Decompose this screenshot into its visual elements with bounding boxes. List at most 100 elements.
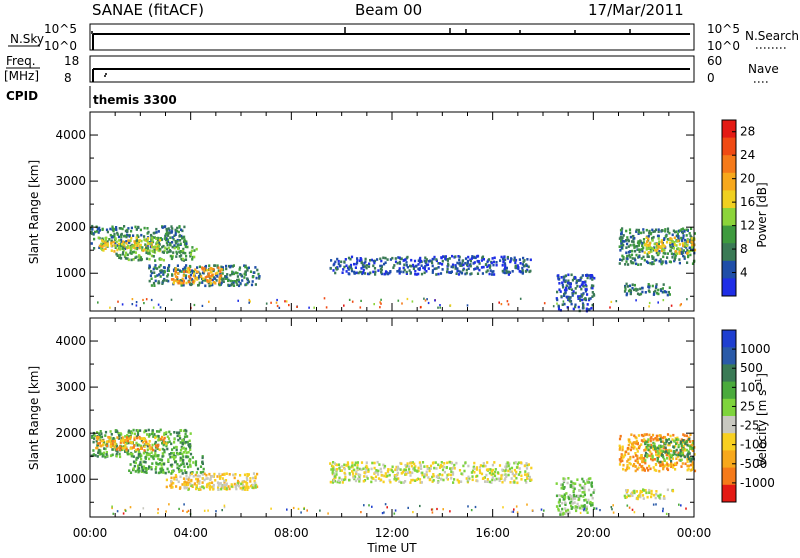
velocity-cell [673, 449, 676, 453]
power-cell [654, 228, 658, 232]
power-cell [151, 246, 155, 249]
power-cell [189, 251, 192, 255]
power-cell [364, 257, 367, 261]
velocity-cell [184, 447, 188, 451]
velocity-cell [494, 468, 497, 471]
velocity-cell [686, 468, 689, 472]
power-cell [116, 244, 119, 247]
velocity-cell [687, 444, 690, 448]
power-cell [677, 237, 680, 241]
velocity-cell [132, 428, 135, 432]
velocity-cell [638, 444, 641, 448]
power-cell [169, 254, 172, 258]
power-cell [372, 264, 375, 268]
power-cell [132, 244, 135, 247]
power-cell [459, 264, 462, 267]
velocity-cell [591, 502, 594, 505]
power-cell [155, 231, 158, 234]
power-cell [648, 232, 651, 235]
power-cell [184, 269, 187, 272]
velocity-cell [131, 431, 134, 435]
power-cell [430, 260, 433, 263]
velocity-cell [148, 452, 151, 456]
velocity-cell [515, 466, 519, 469]
velocity-cell [236, 482, 239, 485]
velocity-cell [228, 487, 231, 491]
power-cell [493, 256, 496, 260]
velocity-cell [173, 441, 176, 444]
velocity-cell [679, 440, 682, 444]
power-cell [231, 265, 234, 268]
velocity-cell [574, 494, 577, 498]
velocity-cell [175, 475, 178, 478]
power-cell [412, 267, 415, 271]
velocity-cell [689, 463, 693, 467]
power-cell [178, 280, 181, 283]
velocity-cell [205, 473, 208, 477]
velocity-cell [580, 504, 583, 508]
power-cell [104, 236, 107, 240]
power-cell [157, 236, 160, 240]
velocity-cell [376, 460, 379, 464]
power-cell [505, 269, 508, 272]
velocity-cell [515, 505, 518, 508]
velocity-cell [437, 463, 440, 467]
nave-label: Nave [748, 62, 779, 76]
power-cell [156, 243, 159, 247]
velocity-cell [490, 473, 493, 476]
power-cell [556, 302, 558, 305]
power-cell [579, 279, 582, 282]
power-cell [114, 244, 117, 248]
power-cell [130, 229, 133, 233]
power-cell [633, 246, 636, 249]
power-cell [679, 229, 682, 232]
velocity-cell [659, 437, 662, 441]
power-cell [660, 240, 663, 244]
power-cell [457, 269, 460, 273]
velocity-cell [150, 446, 153, 449]
power-cell [168, 231, 171, 235]
power-cell [447, 264, 450, 267]
velocity-cell [150, 466, 153, 469]
power-cell [622, 234, 625, 237]
power-cell [505, 266, 508, 270]
power-cell [167, 227, 170, 230]
freq-tick-bottom: 8 [64, 71, 72, 85]
velocity-cell [183, 469, 186, 472]
power-cell [112, 227, 115, 230]
velocity-cell [124, 435, 127, 438]
velocity-cell [224, 484, 227, 487]
velocity-cell [247, 473, 250, 476]
velocity-cell [391, 465, 394, 469]
power-cell [209, 282, 213, 285]
velocity-cell [626, 465, 629, 468]
velocity-cell [618, 448, 621, 451]
velocity-cell [99, 450, 102, 454]
velocity-cell [185, 474, 188, 477]
velocity-ytick-label: 3000 [55, 380, 86, 394]
power-cell [666, 252, 669, 255]
velocity-cell [177, 452, 180, 456]
velocity-cell [341, 481, 344, 484]
power-cell [405, 272, 408, 275]
power-cell [559, 290, 562, 293]
velocity-cell [583, 504, 586, 507]
power-cell [165, 247, 168, 251]
power-cell [683, 230, 686, 233]
velocity-cell [530, 478, 533, 482]
power-cell [345, 264, 348, 267]
power-cell [182, 257, 185, 261]
power-cell [686, 229, 689, 232]
velocity-cell [345, 464, 348, 467]
power-cell [126, 246, 129, 249]
velocity-colorbar-segment [722, 347, 736, 365]
velocity-cell [124, 443, 127, 447]
velocity-cell [675, 448, 678, 452]
velocity-cell [561, 501, 564, 505]
velocity-cell [630, 492, 633, 496]
power-cell [349, 266, 352, 269]
velocity-cell [174, 474, 177, 477]
power-cell [134, 256, 137, 259]
power-cell [170, 278, 174, 281]
power-cell [652, 235, 655, 239]
